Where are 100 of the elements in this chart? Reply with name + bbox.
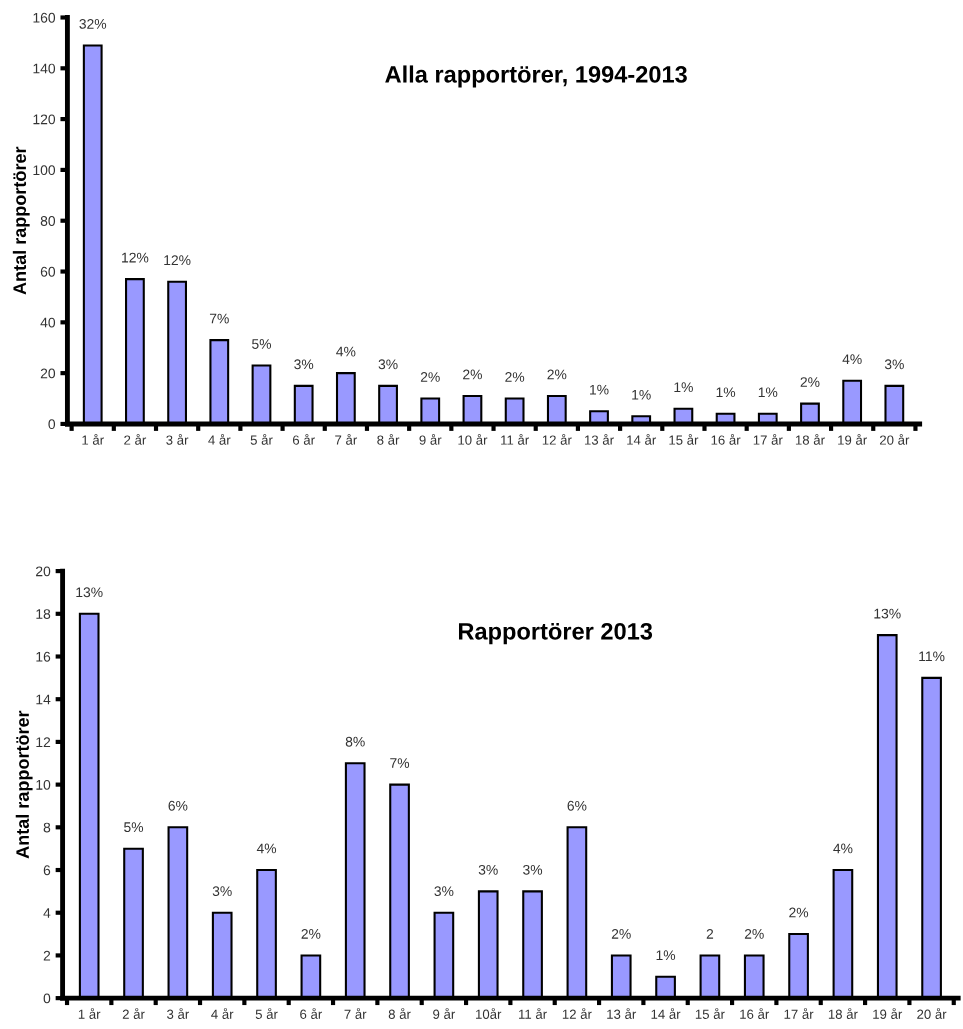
x-tick-label: 8 år	[388, 1008, 411, 1019]
annotation: 3%	[884, 359, 904, 370]
x-tick-label: 4 år	[208, 433, 231, 445]
x-tick-label: 11 år	[519, 1008, 547, 1019]
annotation: 13%	[874, 608, 901, 619]
y-tick-label: 160	[33, 12, 56, 23]
annotation: 1%	[716, 387, 736, 398]
x-tick-label: 3 år	[167, 1008, 190, 1019]
y-tick-label: 14	[36, 694, 51, 705]
y-tick-label: 60	[40, 266, 56, 277]
x-tick-label: 8 år	[377, 433, 400, 445]
y-tick-label: 16	[36, 651, 51, 662]
annotation: 2%	[547, 369, 567, 380]
annotation: 11%	[919, 651, 945, 662]
annotation: 12%	[122, 252, 149, 263]
y-tick-label: 20	[36, 566, 51, 577]
x-tick-label: 19 år	[873, 1008, 903, 1019]
annotation: 1%	[674, 382, 693, 393]
x-tick-label: 16 år	[740, 1008, 770, 1019]
annotation: 4%	[256, 843, 277, 854]
x-tick-label: 18 år	[795, 433, 825, 445]
annotation: 12%	[164, 255, 191, 265]
annotation: 7%	[390, 758, 410, 768]
annotation: 2%	[301, 928, 321, 939]
x-tick-label: 18 år	[828, 1008, 858, 1019]
x-tick-label: 11 år	[501, 433, 529, 445]
annotation: 4%	[842, 354, 862, 365]
annotation: 3%	[378, 359, 398, 370]
annotation: 8%	[345, 736, 365, 747]
x-tick-label: 17 år	[784, 1008, 814, 1019]
annotation: 2%	[800, 377, 820, 387]
text: Rapportörer 2013	[458, 622, 653, 645]
x-tick-label: 7 år	[335, 433, 358, 445]
x-tick-label: 10 år	[458, 433, 488, 445]
x-tick-label: 1 år	[78, 1008, 101, 1019]
annotation: 3%	[294, 359, 314, 370]
annotation: 4%	[336, 346, 356, 357]
annotation: 2%	[420, 372, 440, 382]
x-tick-label: 15 år	[669, 433, 699, 445]
y-axis-title: Antal rapportörer	[12, 146, 30, 295]
x-tick-label: 17 år	[753, 433, 783, 445]
text: Alla rapportörer, 1994-2013	[385, 65, 687, 88]
y-tick-label: 140	[33, 63, 56, 74]
y-tick-label: 10	[36, 779, 51, 790]
annotation: 3%	[212, 886, 232, 897]
y-tick-label: 100	[33, 165, 56, 176]
annotation: 32%	[79, 18, 107, 29]
x-tick-label: 6 år	[292, 433, 315, 445]
annotation: 2%	[611, 928, 631, 939]
x-tick-label: 13 år	[607, 1008, 637, 1019]
x-tick-label: 15 år	[695, 1008, 725, 1019]
annotation: 2%	[744, 928, 764, 939]
x-tick-label: 4 år	[211, 1008, 234, 1019]
x-tick-label: 7 år	[344, 1008, 367, 1019]
y-tick-label: 0	[48, 419, 56, 430]
x-tick-label: 6 år	[300, 1008, 323, 1019]
x-tick-label: 2 år	[124, 433, 147, 445]
x-tick-label: 3 år	[166, 433, 189, 445]
x-tick-label: 9 år	[433, 1008, 456, 1019]
x-tick-label: 2 år	[122, 1008, 145, 1019]
annotation: 1%	[590, 384, 609, 395]
x-tick-label: 9 år	[419, 433, 442, 445]
annotation: 2	[706, 928, 714, 939]
x-tick-label: 13 år	[584, 433, 614, 445]
annotation: 2%	[463, 369, 482, 380]
annotation: 5%	[124, 822, 144, 833]
y-tick-label: 80	[40, 216, 56, 226]
annotation: 3%	[523, 864, 543, 875]
y-tick-label: 6	[43, 865, 51, 876]
x-tick-label: 12 år	[562, 1008, 592, 1019]
y-tick-label: 8	[43, 822, 51, 833]
y-tick-label: 0	[43, 993, 51, 1004]
x-tick-label: 16 år	[711, 433, 741, 445]
annotation: 3%	[478, 864, 498, 875]
y-tick-label: 40	[40, 317, 56, 328]
x-tick-label: 5 år	[255, 1008, 278, 1019]
y-tick-label: 18	[36, 609, 51, 619]
y-tick-label: 2	[43, 950, 51, 961]
x-tick-label: 14 år	[627, 433, 657, 445]
y-tick-label: 20	[40, 368, 56, 379]
annotation: 2%	[789, 907, 809, 918]
x-tick-label: 12 år	[542, 433, 572, 445]
x-tick-label: 19 år	[838, 433, 867, 445]
annotation: 1%	[656, 950, 676, 961]
annotation: 13%	[76, 587, 103, 598]
annotation: 7%	[209, 313, 229, 324]
x-tick-label: 14 år	[651, 1008, 681, 1019]
x-tick-label: 1 år	[82, 433, 104, 445]
x-tick-label: 5 år	[250, 433, 273, 445]
y-tick-label: 4	[43, 908, 51, 918]
annotation: 2%	[505, 372, 525, 382]
x-tick-label: 20 år	[917, 1008, 947, 1019]
annotation: 4%	[833, 843, 853, 854]
x-tick-label: 10år	[476, 1008, 502, 1019]
annotation: 1%	[632, 389, 651, 400]
annotation: 6%	[168, 800, 188, 811]
x-tick-label: 20 år	[879, 433, 910, 445]
annotation: 1%	[758, 387, 778, 398]
y-tick-label: 120	[33, 114, 56, 125]
annotation: 3%	[434, 886, 454, 897]
